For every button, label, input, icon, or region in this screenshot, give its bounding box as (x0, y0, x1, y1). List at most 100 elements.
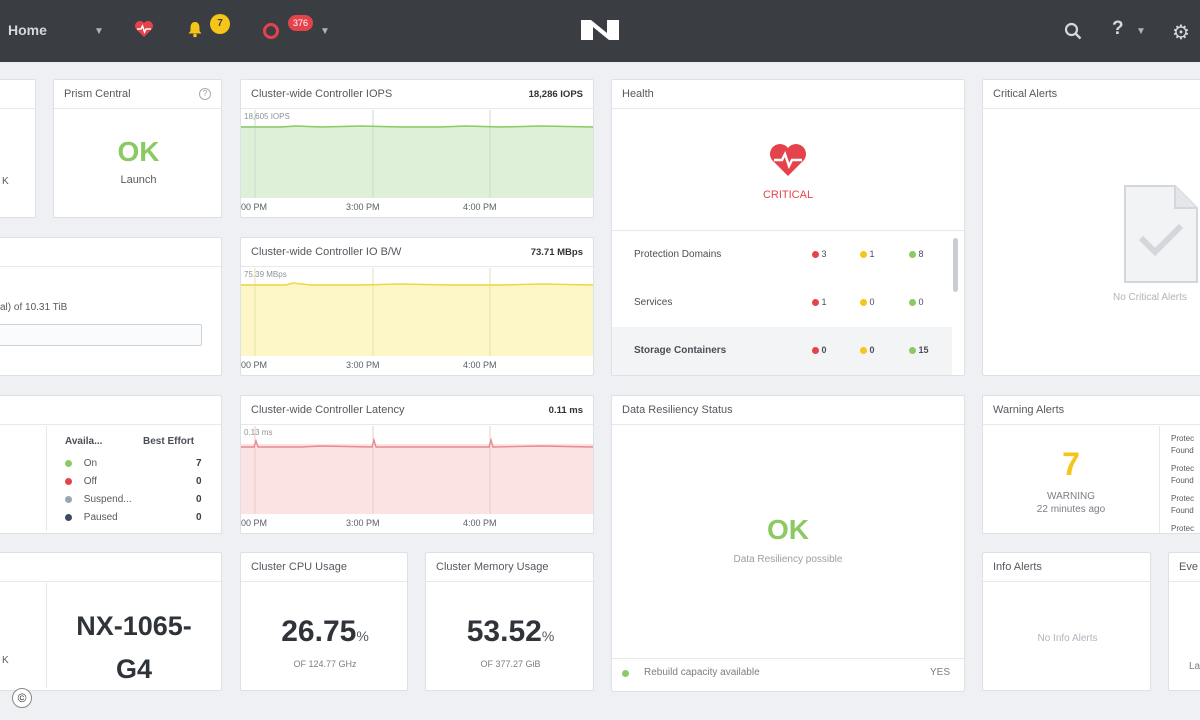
top-navigation-bar: Home ▼ 7 376 ▼ ? ▼ ⚙ (0, 0, 1200, 62)
empty-document-icon (1124, 185, 1198, 283)
widget-title: Prism Central (64, 88, 131, 100)
events-widget[interactable]: Eve La (1168, 552, 1200, 691)
home-menu[interactable]: Home (8, 22, 47, 38)
alerts-count-badge[interactable]: 7 (210, 14, 230, 34)
widget-value: 18,286 IOPS (528, 89, 583, 100)
widget-title: Cluster-wide Controller IO B/W (251, 246, 402, 258)
health-status: CRITICAL (762, 189, 814, 201)
iops-chart-area (241, 110, 593, 198)
widget-title: Cluster Memory Usage (436, 561, 549, 573)
warning-time: 22 minutes ago (1036, 504, 1106, 515)
prism-central-widget[interactable]: Prism Central ? OK Launch (53, 79, 222, 218)
health-scrollbar[interactable] (953, 238, 958, 292)
rebuild-capacity-label: Rebuild capacity available (644, 667, 760, 678)
critical-dot (812, 347, 819, 355)
search-icon[interactable] (1064, 22, 1082, 40)
chevron-down-icon[interactable]: ▼ (1136, 26, 1146, 37)
column-header-best-effort: Best Effort (143, 436, 195, 447)
critical-dot (812, 299, 819, 307)
x-tick-label: 3:00 PM (346, 360, 380, 370)
cluster-summary-widget[interactable]: K (0, 79, 36, 218)
widget-title: Eve (1179, 561, 1198, 573)
widget-title: Info Alerts (993, 561, 1042, 573)
widget-title: Health (622, 88, 654, 100)
critical-dot (812, 251, 819, 259)
latency-chart-area (241, 426, 593, 514)
status-dot (65, 495, 72, 503)
bandwidth-chart-area (241, 268, 593, 356)
health-widget[interactable]: Health CRITICAL Protection Domains 3 1 8… (611, 79, 965, 376)
warning-count[interactable]: 7 (1062, 446, 1080, 482)
widget-value: 73.71 MBps (530, 247, 583, 258)
widget-title: Cluster-wide Controller IOPS (251, 88, 393, 100)
health-row-storage-containers[interactable]: Storage Containers 0 0 15 (612, 327, 952, 375)
chart-peak-label: 0.13 ms (244, 428, 273, 437)
column-header-availability: Availa... (65, 436, 103, 447)
partial-text: K (2, 655, 9, 666)
x-tick-label: 4:00 PM (463, 202, 497, 212)
widget-title: Warning Alerts (993, 404, 1065, 416)
cpu-usage-value: 26.75% (281, 615, 369, 648)
good-dot (909, 299, 916, 307)
controller-bandwidth-widget[interactable]: Cluster-wide Controller IO B/W 73.71 MBp… (240, 237, 594, 376)
good-dot (909, 347, 916, 355)
widget-title: Data Resiliency Status (622, 404, 733, 416)
help-icon[interactable]: ? (1112, 18, 1124, 39)
status-dot (65, 513, 72, 521)
copyright-icon: © (12, 688, 32, 708)
chart-peak-label: 75.39 MBps (244, 270, 287, 279)
warning-alerts-widget[interactable]: Warning Alerts 7 WARNING 22 minutes ago … (982, 395, 1200, 534)
empty-state-message: No Critical Alerts (1113, 292, 1187, 303)
data-resiliency-widget[interactable]: Data Resiliency Status OK Data Resilienc… (611, 395, 965, 692)
status-dot (65, 477, 72, 485)
cluster-memory-widget[interactable]: Cluster Memory Usage 53.52% OF 377.27 Gi… (425, 552, 594, 691)
chart-peak-label: 18,605 IOPS (244, 112, 290, 121)
resiliency-description: Data Resiliency possible (733, 554, 843, 565)
warning-label: WARNING (1047, 491, 1095, 502)
warning-dot (860, 251, 867, 259)
memory-usage-value: 53.52% (466, 615, 555, 648)
events-snippet: La (1189, 661, 1200, 672)
controller-iops-widget[interactable]: Cluster-wide Controller IOPS 18,286 IOPS… (240, 79, 594, 218)
cluster-cpu-widget[interactable]: Cluster CPU Usage 26.75% OF 124.77 GHz (240, 552, 408, 691)
health-row-protection-domains[interactable]: Protection Domains 3 1 8 (634, 249, 924, 260)
controller-latency-widget[interactable]: Cluster-wide Controller Latency 0.11 ms … (240, 395, 594, 534)
events-ring-icon[interactable] (263, 23, 279, 39)
nutanix-logo[interactable] (580, 18, 620, 42)
partial-text: K (2, 176, 9, 187)
bandwidth-chart[interactable]: 75.39 MBps 00 PM 3:00 PM 4:00 PM (241, 268, 593, 375)
x-tick-label: 3:00 PM (346, 518, 380, 528)
hardware-summary-widget[interactable]: K NX-1065- G4 (0, 552, 222, 691)
prism-status: OK (117, 136, 160, 167)
warning-dot (860, 347, 867, 355)
good-dot (909, 251, 916, 259)
vm-row-off: Off (65, 476, 97, 487)
help-circle-icon[interactable]: ? (199, 88, 211, 100)
warning-alert-list[interactable]: Protec Found Protec Found Protec Found P… (1171, 434, 1195, 533)
chevron-down-icon[interactable]: ▼ (320, 26, 330, 37)
x-tick-label: 3:00 PM (346, 202, 380, 212)
vm-summary-widget[interactable]: Availa... Best Effort On 7 Off 0 Suspend… (0, 395, 222, 534)
latency-chart[interactable]: 0.13 ms 00 PM 3:00 PM 4:00 PM (241, 426, 593, 533)
hardware-model: NX-1065- G4 (76, 611, 192, 684)
critical-heart-icon (770, 144, 806, 176)
health-row-services[interactable]: Services 1 0 0 (634, 297, 924, 308)
bell-icon[interactable] (186, 20, 204, 38)
info-alerts-widget[interactable]: Info Alerts No Info Alerts (982, 552, 1151, 691)
gear-icon[interactable]: ⚙ (1172, 22, 1190, 44)
vm-row-on: On (65, 458, 97, 469)
storage-summary-widget[interactable]: al) of 10.31 TiB (0, 237, 222, 376)
widget-title: Cluster-wide Controller Latency (251, 404, 405, 416)
x-tick-label: 00 PM (241, 518, 268, 528)
critical-alerts-widget[interactable]: Critical Alerts No Critical Alerts (982, 79, 1200, 376)
events-count-badge[interactable]: 376 (288, 15, 314, 31)
launch-link[interactable]: Launch (120, 174, 157, 186)
iops-chart[interactable]: 18,605 IOPS 00 PM 3:00 PM 4:00 PM (241, 110, 593, 217)
cpu-total: OF 124.77 GHz (293, 659, 357, 669)
empty-state-message: No Info Alerts (1037, 633, 1098, 644)
vm-row-suspended: Suspend... (65, 494, 132, 505)
chevron-down-icon[interactable]: ▼ (94, 26, 104, 37)
status-dot (65, 459, 72, 467)
x-tick-label: 4:00 PM (463, 360, 497, 370)
health-heart-icon[interactable] (134, 20, 154, 38)
